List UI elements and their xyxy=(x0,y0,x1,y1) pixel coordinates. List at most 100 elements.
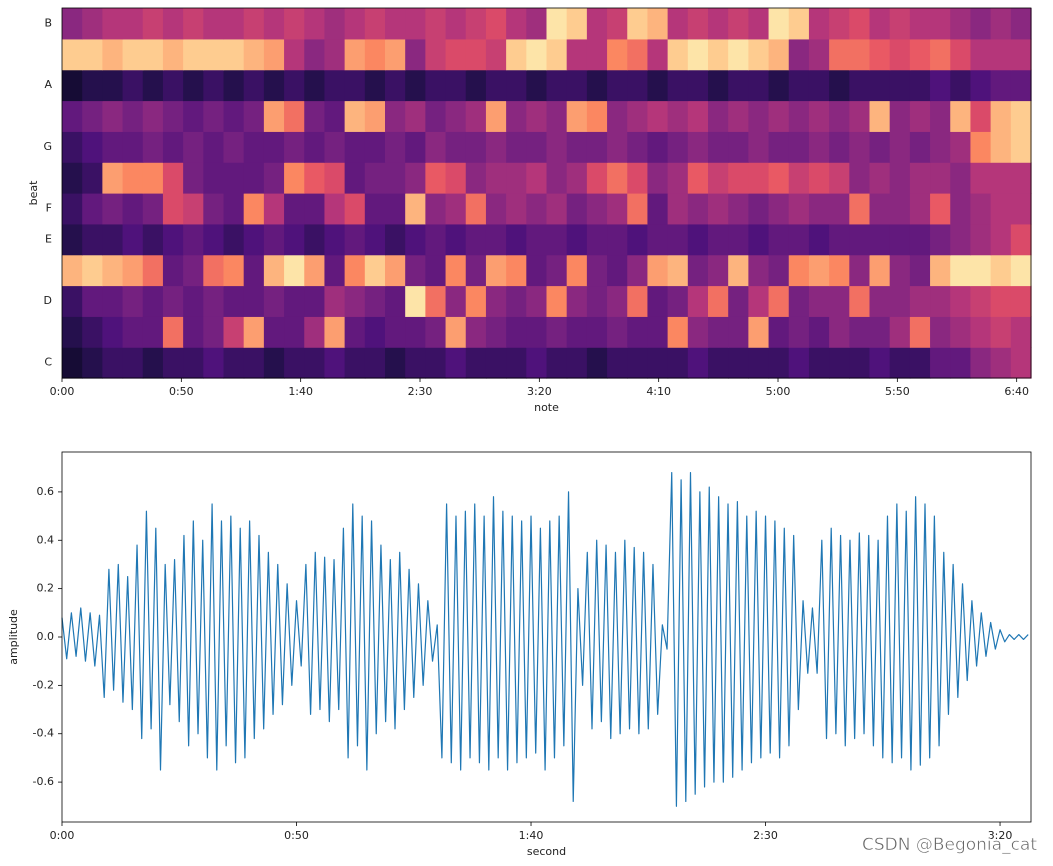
heat-cell xyxy=(62,8,83,40)
heat-cell xyxy=(748,162,770,194)
heat-cell xyxy=(344,69,366,102)
heat-cell xyxy=(324,100,346,132)
heat-cell xyxy=(708,316,729,348)
heat-cell xyxy=(667,285,689,317)
y-tick-label: 0.4 xyxy=(37,533,55,546)
heat-cell xyxy=(324,347,346,379)
heat-cell xyxy=(586,223,608,256)
heat-cell xyxy=(748,347,770,379)
heat-cell xyxy=(970,254,992,287)
heat-cell xyxy=(284,8,305,40)
heat-cell xyxy=(506,223,527,256)
heat-cell xyxy=(788,69,810,102)
heat-cell xyxy=(243,38,265,71)
heat-cell xyxy=(425,223,447,256)
heat-cell xyxy=(465,223,487,256)
heat-cell xyxy=(647,131,669,163)
heat-cell xyxy=(788,223,810,256)
heat-cell xyxy=(506,316,527,348)
heat-cell xyxy=(385,100,406,132)
heat-cell xyxy=(708,285,729,317)
heat-cell xyxy=(62,162,83,194)
heat-cell xyxy=(465,162,487,194)
heat-cell xyxy=(526,8,548,40)
heat-cell xyxy=(869,38,891,71)
heat-cell xyxy=(990,69,1012,102)
heat-cell xyxy=(808,347,830,379)
heat-cell xyxy=(970,223,992,256)
heat-cell xyxy=(849,285,871,317)
heat-cell xyxy=(122,8,144,40)
heat-cell xyxy=(324,285,346,317)
heat-cell xyxy=(748,254,770,287)
heat-cell xyxy=(445,162,467,194)
heat-cell xyxy=(82,223,103,256)
heat-cell xyxy=(102,131,124,163)
heat-cell xyxy=(849,38,871,71)
x-tick-label: 0:50 xyxy=(284,829,309,842)
heat-cell xyxy=(162,316,184,348)
heat-cell xyxy=(102,316,124,348)
heat-cell xyxy=(263,193,285,225)
heat-cell xyxy=(990,131,1012,163)
heat-cell xyxy=(122,347,144,379)
heat-cell xyxy=(82,131,103,163)
heat-cell xyxy=(304,316,326,348)
heat-cell xyxy=(889,347,911,379)
x-tick-label: 5:00 xyxy=(766,385,791,398)
heat-cell xyxy=(506,100,527,132)
heat-cell xyxy=(102,285,124,317)
heat-cell xyxy=(990,8,1012,40)
heat-cell xyxy=(889,69,911,102)
heat-cell xyxy=(425,100,447,132)
heat-cell xyxy=(667,223,689,256)
heat-cell xyxy=(203,193,225,225)
heat-cell xyxy=(344,193,366,225)
heat-cell xyxy=(385,69,406,102)
heat-cell xyxy=(647,316,669,348)
heat-cell xyxy=(748,100,770,132)
heat-cell xyxy=(607,8,628,40)
y-tick-label: A xyxy=(44,78,52,91)
heat-cell xyxy=(970,8,992,40)
heat-cell xyxy=(970,316,992,348)
heat-cell xyxy=(829,162,850,194)
heat-cell xyxy=(425,131,447,163)
heat-cell xyxy=(82,285,103,317)
heat-cell xyxy=(425,162,447,194)
heat-cell xyxy=(183,193,204,225)
heat-cell xyxy=(162,162,184,194)
heat-cell xyxy=(243,285,265,317)
heat-cell xyxy=(667,100,689,132)
heat-cell xyxy=(627,38,649,71)
y-tick-label: -0.4 xyxy=(33,727,54,740)
heat-cell xyxy=(1010,223,1032,256)
heat-cell xyxy=(223,254,245,287)
heat-cell xyxy=(465,193,487,225)
heat-cell xyxy=(1010,254,1032,287)
heat-cell xyxy=(708,8,729,40)
heat-cell xyxy=(687,8,709,40)
heat-cell xyxy=(586,8,608,40)
heat-cell xyxy=(263,8,285,40)
x-tick-label: 4:10 xyxy=(646,385,671,398)
heat-cell xyxy=(566,193,588,225)
heat-cell xyxy=(829,316,850,348)
heat-cell xyxy=(788,254,810,287)
heat-cell xyxy=(142,316,164,348)
heat-cell xyxy=(930,162,951,194)
heat-cell xyxy=(364,69,386,102)
heat-cell xyxy=(647,347,669,379)
y-tick-label: C xyxy=(44,356,52,369)
heat-cell xyxy=(203,316,225,348)
plot-frame xyxy=(61,7,1032,379)
heat-cell xyxy=(889,285,911,317)
heat-cell xyxy=(385,131,406,163)
heat-cell xyxy=(708,254,729,287)
heat-cell xyxy=(405,38,426,71)
heat-cell xyxy=(485,162,507,194)
heat-cell xyxy=(566,162,588,194)
heat-cell xyxy=(485,285,507,317)
heat-cell xyxy=(829,100,850,132)
heat-cell xyxy=(950,193,972,225)
